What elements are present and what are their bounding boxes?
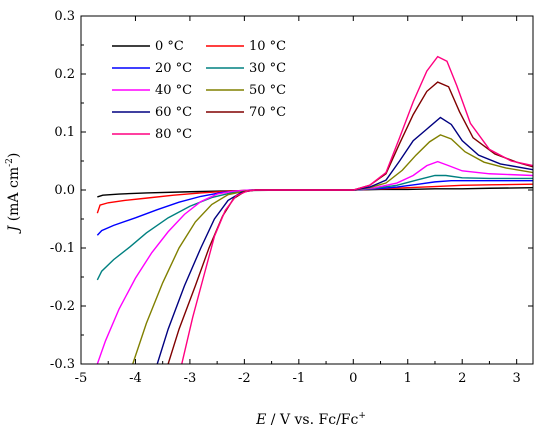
x-tick-label: 3 [513,371,521,386]
legend-label: 80 °C [155,127,192,142]
x-tick-label: -4 [129,371,142,386]
legend-item: 10 °C [206,39,286,54]
legend-item: 30 °C [206,61,286,76]
x-tick-label: -5 [75,371,88,386]
legend-label: 20 °C [155,61,192,76]
legend-label: 10 °C [249,39,286,54]
series-curves [96,55,533,364]
series-line-6 [156,116,533,364]
legend-item: 70 °C [206,105,286,120]
legend-label: 70 °C [249,105,286,120]
legend-label: 60 °C [155,105,192,120]
y-axis-title: J (mA cm-2) [5,153,22,235]
legend-item: 50 °C [206,83,286,98]
legend-label: 0 °C [155,39,184,54]
legend-item: 0 °C [112,39,184,54]
legend-item: 20 °C [112,61,192,76]
legend-label: 40 °C [155,83,192,98]
y-tick-label: 0.3 [54,9,75,24]
x-tick-label: -1 [292,371,305,386]
y-tick-label: -0.1 [50,241,75,256]
axes: -5 -4 -3 -2 -1 0 1 2 3 -0.3 -0.2 -0.1 0.0 0.1 0.2 0.3 [50,9,534,386]
legend-label: 50 °C [249,83,286,98]
y-tick-label: -0.2 [50,299,75,314]
x-tick-label: -2 [238,371,251,386]
y-tick-label: 0.2 [54,67,75,82]
series-line-0 [97,186,533,198]
legend-item: 80 °C [112,127,192,142]
series-line-7 [167,81,533,364]
legend-label: 30 °C [249,61,286,76]
legend: 0 °C 10 °C 20 °C 30 °C 40 °C 50 °C 60 °C 70 °C 8… [112,39,286,142]
x-tick-label: -3 [184,371,197,386]
x-axis-title: E / V vs. Fc/Fc+ [255,411,366,428]
y-tick-label: 0.0 [54,183,75,198]
y-tick-label: 0.1 [54,125,75,140]
series-line-3 [96,174,533,281]
x-tick-label: 1 [404,371,412,386]
x-tick-label: 0 [349,371,357,386]
series-line-8 [181,55,533,364]
legend-item: 60 °C [112,105,192,120]
series-line-5 [132,134,533,364]
y-tick-label: -0.3 [50,357,75,372]
legend-item: 40 °C [112,83,192,98]
x-tick-label: 2 [458,371,466,386]
